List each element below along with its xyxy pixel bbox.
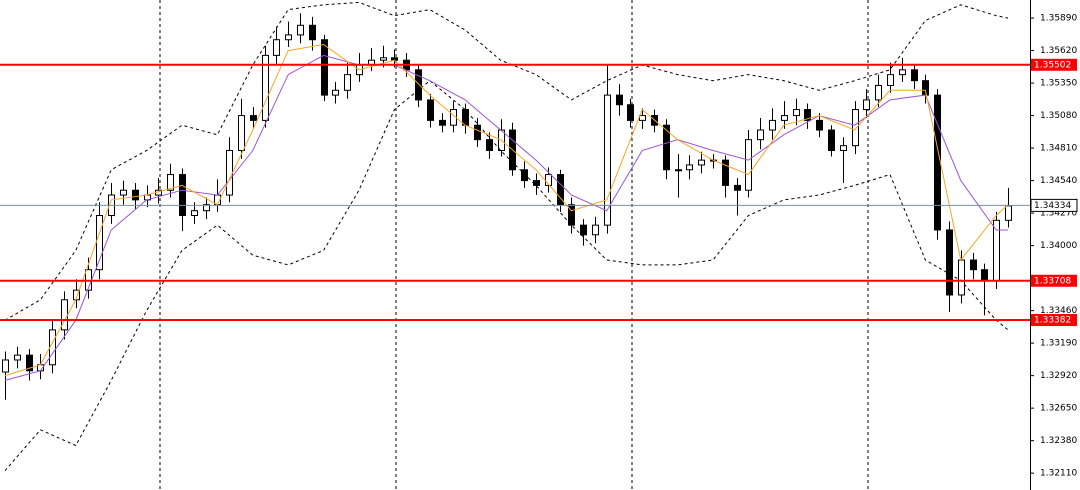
candle-body xyxy=(828,129,835,151)
level-label-box xyxy=(1031,58,1077,71)
candle-body xyxy=(604,94,611,226)
candle-body xyxy=(675,169,682,172)
candle-body xyxy=(911,69,918,82)
candle-body xyxy=(521,169,528,182)
y-tick-label: 1.32650 xyxy=(1040,404,1077,414)
candle-body xyxy=(167,174,174,191)
candle-body xyxy=(344,74,351,91)
candle-body xyxy=(639,115,646,121)
moving-average xyxy=(4,43,1009,377)
candle-body xyxy=(946,229,953,296)
price-label-box xyxy=(1030,198,1078,212)
candle-body xyxy=(309,24,316,41)
candle-body xyxy=(722,159,729,186)
candle-body xyxy=(332,89,339,96)
candle-body xyxy=(486,139,493,151)
candle-body xyxy=(875,84,882,101)
candle-body xyxy=(592,224,599,236)
candle-body xyxy=(970,259,977,271)
y-tick-label: 1.32920 xyxy=(1040,371,1077,381)
candle-body xyxy=(321,39,328,96)
candle-body xyxy=(533,180,540,186)
level-label: 1.33708 xyxy=(1034,276,1071,286)
candle-body xyxy=(439,119,446,126)
y-tick-label: 1.32380 xyxy=(1040,436,1077,446)
candle-body xyxy=(191,210,198,217)
candle-body xyxy=(781,115,788,121)
candle-body xyxy=(934,94,941,231)
candle-body xyxy=(1005,205,1012,221)
y-tick-label: 1.34540 xyxy=(1040,176,1077,186)
candle-body xyxy=(262,54,269,121)
candle-body xyxy=(958,259,965,296)
candle-body xyxy=(627,104,634,121)
y-tick-label: 1.32110 xyxy=(1040,469,1077,479)
candle-body xyxy=(698,159,705,166)
candle-body xyxy=(568,204,575,226)
band-line xyxy=(4,1,1009,321)
candle-body xyxy=(427,99,434,121)
candle-body xyxy=(804,109,811,121)
candle-body xyxy=(616,94,623,106)
candle-body xyxy=(863,99,870,111)
candle-body xyxy=(273,39,280,56)
candle-body xyxy=(474,124,481,141)
y-tick-label: 1.35080 xyxy=(1040,111,1077,121)
level-label-box xyxy=(1031,314,1077,327)
candle-body xyxy=(899,69,906,76)
y-tick-label: 1.34270 xyxy=(1040,209,1077,219)
candle-body xyxy=(580,224,587,236)
candle-body xyxy=(545,174,552,186)
candle-body xyxy=(179,174,186,217)
candle-body xyxy=(993,219,1000,282)
candle-body xyxy=(793,109,800,117)
level-label: 1.35502 xyxy=(1034,60,1071,70)
candle-body xyxy=(380,57,387,61)
candle-body xyxy=(226,149,233,196)
moving-average xyxy=(4,54,1008,381)
candle-body xyxy=(26,354,33,372)
candle-body xyxy=(852,109,859,147)
candle-body xyxy=(663,124,670,171)
level-label-box xyxy=(1031,274,1077,287)
candle-body xyxy=(816,119,823,131)
candle-body xyxy=(686,164,693,171)
candle-body xyxy=(73,289,80,301)
y-tick-label: 1.35350 xyxy=(1040,79,1077,89)
candle-body xyxy=(14,354,21,361)
candle-body xyxy=(250,115,257,121)
candle-body xyxy=(415,69,422,101)
y-tick-label: 1.33190 xyxy=(1040,339,1077,349)
price-label: 1.34334 xyxy=(1034,201,1071,211)
candle-body xyxy=(734,184,741,191)
candle-body xyxy=(981,269,988,282)
candle-body xyxy=(840,145,847,151)
candle-body xyxy=(96,215,103,271)
y-tick-label: 1.33460 xyxy=(1040,306,1077,316)
candle-body xyxy=(203,204,210,212)
candle-body xyxy=(757,129,764,141)
y-tick-label: 1.34810 xyxy=(1040,144,1077,154)
candle-body xyxy=(238,115,245,151)
candle-body xyxy=(887,74,894,86)
candle-body xyxy=(745,139,752,191)
y-tick-label: 1.35890 xyxy=(1040,14,1077,24)
period-separators xyxy=(159,0,869,490)
candle-body xyxy=(120,189,127,196)
y-tick-label: 1.35620 xyxy=(1040,46,1077,56)
level-label: 1.33382 xyxy=(1034,316,1071,326)
candle-body xyxy=(2,359,9,373)
candle-body xyxy=(769,119,776,131)
candle-body xyxy=(557,174,564,206)
y-tick-label: 1.34000 xyxy=(1040,241,1077,251)
candle-body xyxy=(297,24,304,36)
candle-body xyxy=(132,189,139,201)
candle-body xyxy=(285,34,292,41)
